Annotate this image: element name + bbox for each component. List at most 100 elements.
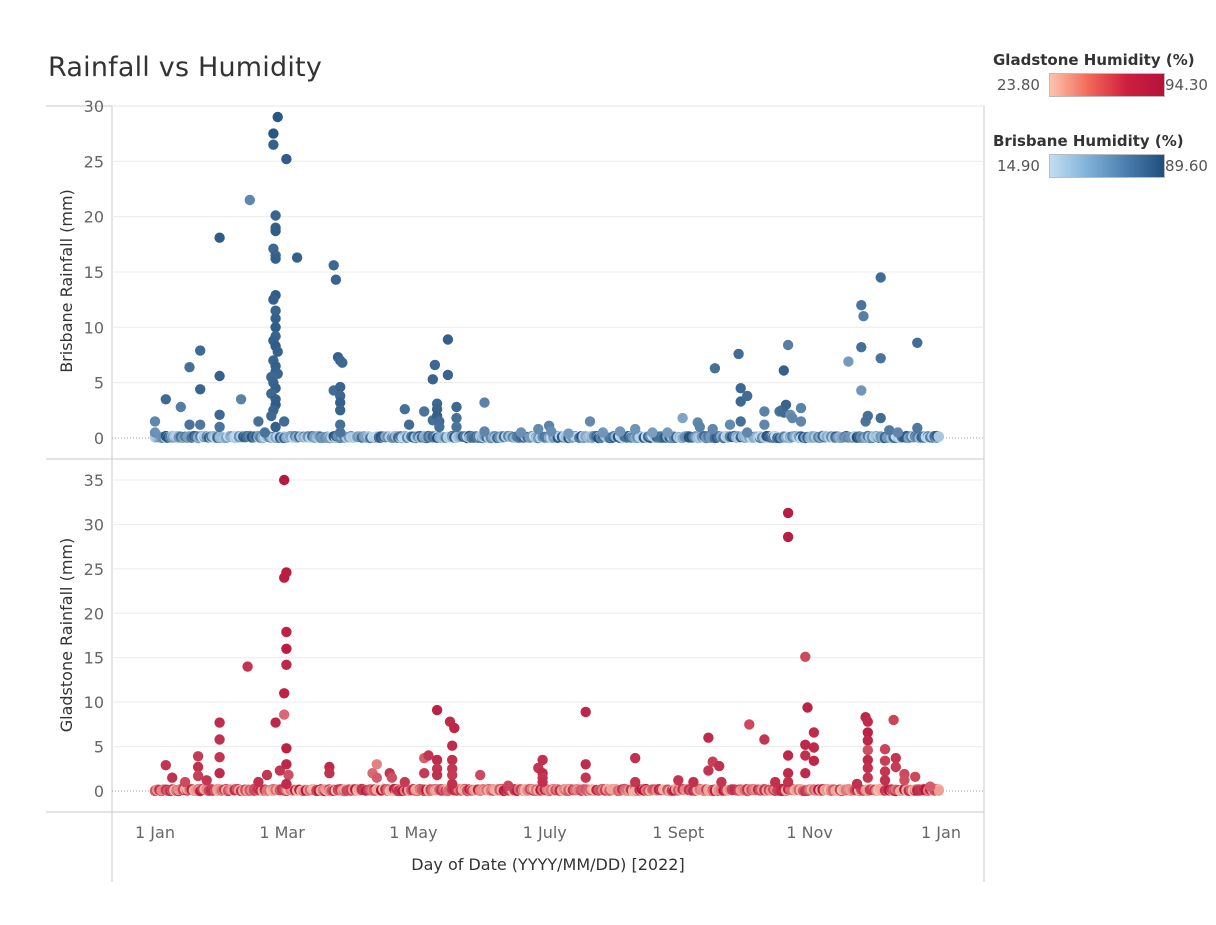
data-point [875,272,886,283]
data-point [175,401,186,413]
y-tick-label: 30 [84,97,104,116]
data-point [892,427,904,438]
data-point [770,776,781,788]
data-point [580,772,591,783]
data-point [862,772,873,783]
data-point [862,762,873,774]
data-point [780,399,792,410]
data-point [242,661,253,672]
y-tick-label: 10 [84,693,104,712]
data-point [335,427,346,438]
data-point [214,421,225,433]
data-point [214,752,225,763]
legend-max-gladstone: 94.30 [1165,76,1208,94]
chart-title: Rainfall vs Humidity [48,52,323,83]
data-point [475,769,486,781]
data-point [184,362,195,373]
data-point [707,423,718,435]
data-point [281,759,292,770]
data-point [429,359,441,371]
y-tick-labels: 0 5 10 15 20 25 30 0 5 10 15 20 25 30 35 [84,97,104,801]
data-point [795,416,807,427]
data-point [447,740,458,751]
data-point [899,775,910,786]
data-point [890,761,901,773]
data-point [149,427,161,438]
data-point [371,759,382,770]
y-tick-label: 0 [94,782,104,801]
data-point [662,427,673,438]
data-point [195,384,206,395]
data-point [268,294,279,305]
data-point [673,775,684,786]
x-tick-label: 1 May [389,823,437,842]
data-point [281,743,292,754]
brisbane-humidity-legend: Brisbane Humidity (%) 14.90 89.60 [993,132,1216,180]
data-point [434,421,445,433]
data-point [270,313,281,324]
data-point [423,750,434,761]
data-point [149,416,161,427]
data-point [584,416,596,427]
x-tick-label: 1 July [523,823,567,842]
data-point [862,727,873,738]
data-point [371,772,382,783]
data-point [879,766,891,777]
data-point [449,722,460,734]
data-point [335,405,346,416]
data-point [192,770,204,782]
data-point [291,252,303,263]
data-point [856,300,867,311]
data-point [787,412,798,424]
data-point [270,253,281,264]
data-point [851,778,863,790]
data-point [677,412,688,424]
data-point [879,755,891,766]
data-points [149,111,944,797]
data-point [714,760,725,772]
data-point [800,768,811,779]
data-point [759,734,770,745]
data-point [630,423,641,435]
data-point [214,717,225,728]
data-point [808,742,820,753]
data-point [782,339,794,351]
data-point [580,759,591,770]
data-point [281,153,292,165]
data-point [279,416,290,427]
data-point [503,780,514,791]
y-tick-label: 25 [84,560,104,579]
data-point [442,369,454,381]
data-point [862,744,873,756]
legend-min-gladstone: 23.80 [997,76,1040,94]
data-point [279,688,290,699]
data-point [279,709,290,720]
data-point [862,754,873,766]
gladstone-humidity-legend: Gladstone Humidity (%) 23.80 94.30 [993,51,1216,99]
data-point [856,342,867,353]
data-point [268,128,279,139]
data-point [261,769,273,781]
legend-scale-gladstone: 23.80 94.30 [993,73,1216,99]
data-point [259,427,270,438]
data-point [890,752,901,764]
data-point [647,427,658,438]
data-point [479,397,490,408]
data-point [709,363,721,374]
data-point [324,768,335,779]
data-point [214,370,225,382]
data-point [744,719,755,730]
data-point [195,419,206,430]
x-tick-label: 1 Sept [652,823,704,842]
gridlines [112,105,984,792]
data-point [335,419,346,430]
data-point [270,717,281,728]
data-point [862,410,873,422]
data-point [431,769,443,781]
data-point [270,210,281,221]
data-point [270,305,281,316]
data-point [281,626,292,638]
data-point [800,651,811,662]
data-point [782,750,794,761]
data-point [808,755,820,766]
